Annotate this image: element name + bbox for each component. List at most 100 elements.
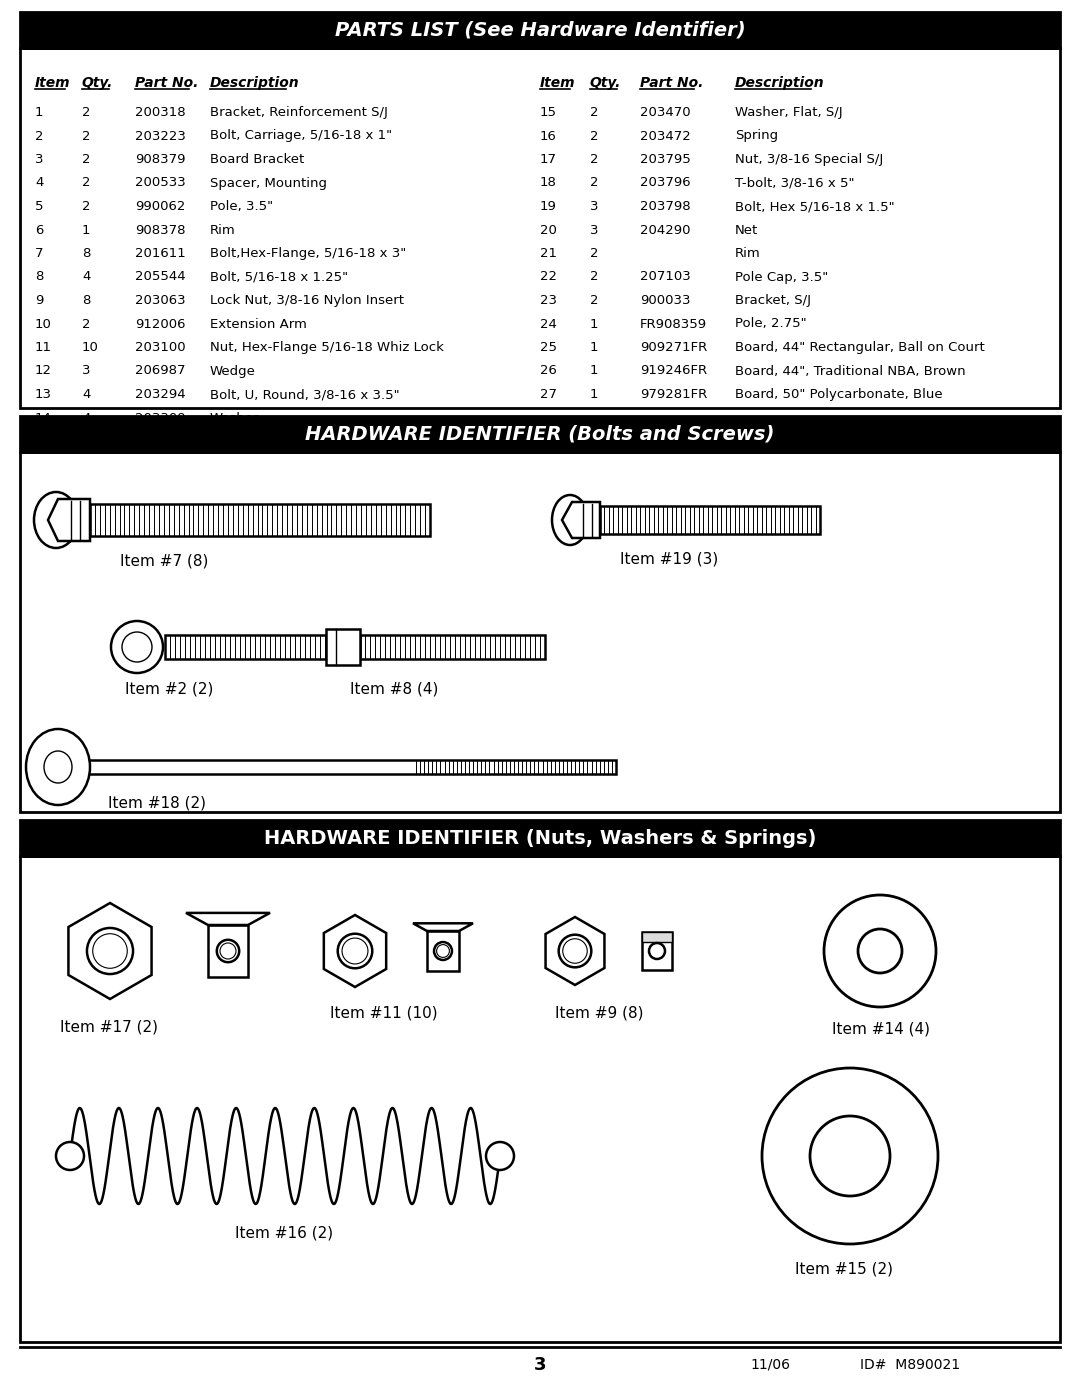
Text: Extension Arm: Extension Arm — [210, 317, 307, 331]
Text: 18: 18 — [540, 176, 557, 190]
Text: HARDWARE IDENTIFIER (Nuts, Washers & Springs): HARDWARE IDENTIFIER (Nuts, Washers & Spr… — [264, 828, 816, 848]
Text: 20: 20 — [540, 224, 557, 236]
Text: Board Bracket: Board Bracket — [210, 154, 305, 166]
Text: Item #19 (3): Item #19 (3) — [620, 552, 718, 567]
Text: Rim: Rim — [210, 224, 235, 236]
Text: 8: 8 — [82, 293, 91, 307]
Text: Net: Net — [735, 224, 758, 236]
Circle shape — [649, 943, 665, 958]
Text: Description: Description — [210, 75, 299, 89]
Text: 203795: 203795 — [640, 154, 691, 166]
Bar — [600, 506, 820, 534]
Text: Board, 50" Polycarbonate, Blue: Board, 50" Polycarbonate, Blue — [735, 388, 943, 401]
Text: Item #8 (4): Item #8 (4) — [350, 680, 438, 696]
Text: 27: 27 — [540, 388, 557, 401]
Circle shape — [824, 895, 936, 1007]
Circle shape — [87, 928, 133, 974]
Text: 203470: 203470 — [640, 106, 690, 119]
Text: 11: 11 — [35, 341, 52, 353]
Text: Item #16 (2): Item #16 (2) — [235, 1227, 333, 1241]
Text: 1: 1 — [35, 106, 43, 119]
Text: Item: Item — [35, 75, 70, 89]
Text: 2: 2 — [590, 293, 598, 307]
Bar — [360, 636, 545, 659]
Text: 909271FR: 909271FR — [640, 341, 707, 353]
Text: FR908359: FR908359 — [640, 317, 707, 331]
Text: 979281FR: 979281FR — [640, 388, 707, 401]
Text: 203472: 203472 — [640, 130, 691, 142]
Bar — [642, 932, 672, 970]
Bar — [642, 932, 672, 942]
Text: 2: 2 — [590, 271, 598, 284]
Bar — [21, 820, 1059, 856]
Circle shape — [486, 1141, 514, 1171]
Text: PARTS LIST (See Hardware Identifier): PARTS LIST (See Hardware Identifier) — [335, 21, 745, 39]
Polygon shape — [413, 923, 473, 930]
Text: 203294: 203294 — [135, 388, 186, 401]
Text: 919246FR: 919246FR — [640, 365, 707, 377]
Text: Qty.: Qty. — [82, 75, 113, 89]
Text: 15: 15 — [540, 106, 557, 119]
Text: Item #18 (2): Item #18 (2) — [108, 795, 206, 810]
Text: 908379: 908379 — [135, 154, 186, 166]
Bar — [21, 453, 1059, 812]
Text: 2: 2 — [590, 176, 598, 190]
Bar — [90, 504, 430, 536]
Text: Bolt,Hex-Flange, 5/16-18 x 3": Bolt,Hex-Flange, 5/16-18 x 3" — [210, 247, 406, 260]
Text: Item #2 (2): Item #2 (2) — [125, 680, 214, 696]
Text: 13: 13 — [35, 388, 52, 401]
Text: Wedge: Wedge — [210, 365, 256, 377]
Ellipse shape — [552, 495, 588, 545]
Text: 3: 3 — [82, 365, 91, 377]
Text: 2: 2 — [82, 154, 91, 166]
Ellipse shape — [111, 622, 163, 673]
Text: Spring: Spring — [735, 130, 778, 142]
Text: 22: 22 — [540, 271, 557, 284]
Text: Bolt, Carriage, 5/16-18 x 1": Bolt, Carriage, 5/16-18 x 1" — [210, 130, 392, 142]
Text: 2: 2 — [590, 106, 598, 119]
Text: 3: 3 — [590, 224, 598, 236]
Text: 908378: 908378 — [135, 224, 186, 236]
Text: Bolt, U, Round, 3/8-16 x 3.5": Bolt, U, Round, 3/8-16 x 3.5" — [210, 388, 400, 401]
Text: 14: 14 — [35, 412, 52, 425]
Ellipse shape — [26, 729, 90, 805]
Text: Washer, Flat, S/J: Washer, Flat, S/J — [735, 106, 842, 119]
Text: Part No.: Part No. — [640, 75, 703, 89]
Text: 203796: 203796 — [640, 176, 690, 190]
Circle shape — [762, 1067, 939, 1243]
Circle shape — [434, 942, 451, 960]
Text: 200318: 200318 — [135, 106, 186, 119]
Text: Bolt, Hex 5/16-18 x 1.5": Bolt, Hex 5/16-18 x 1.5" — [735, 200, 894, 212]
Text: 203100: 203100 — [135, 341, 186, 353]
Text: 26: 26 — [540, 365, 557, 377]
Text: Item #11 (10): Item #11 (10) — [330, 1006, 437, 1021]
Bar — [427, 930, 459, 971]
Text: Description: Description — [735, 75, 825, 89]
Text: Washer: Washer — [210, 412, 259, 425]
Text: 2: 2 — [82, 130, 91, 142]
Text: 10: 10 — [35, 317, 52, 331]
Text: 912006: 912006 — [135, 317, 186, 331]
Text: 7: 7 — [35, 247, 43, 260]
Polygon shape — [324, 915, 387, 988]
Text: Nut, 3/8-16 Special S/J: Nut, 3/8-16 Special S/J — [735, 154, 883, 166]
Text: Item #15 (2): Item #15 (2) — [795, 1261, 893, 1277]
Text: 201611: 201611 — [135, 247, 186, 260]
Text: 9: 9 — [35, 293, 43, 307]
Text: 2: 2 — [590, 154, 598, 166]
Text: Item #9 (8): Item #9 (8) — [555, 1006, 644, 1021]
Polygon shape — [48, 499, 90, 541]
Text: 1: 1 — [82, 224, 91, 236]
Text: 12: 12 — [35, 365, 52, 377]
Text: 200533: 200533 — [135, 176, 186, 190]
Text: 900033: 900033 — [640, 293, 690, 307]
Text: 11/06: 11/06 — [750, 1358, 789, 1372]
Text: 2: 2 — [35, 130, 43, 142]
Text: 2: 2 — [590, 130, 598, 142]
Text: 10: 10 — [82, 341, 99, 353]
Text: 2: 2 — [82, 200, 91, 212]
Text: 24: 24 — [540, 317, 557, 331]
Circle shape — [342, 937, 368, 964]
Text: 203309: 203309 — [135, 412, 186, 425]
Text: Pole, 3.5": Pole, 3.5" — [210, 200, 273, 212]
